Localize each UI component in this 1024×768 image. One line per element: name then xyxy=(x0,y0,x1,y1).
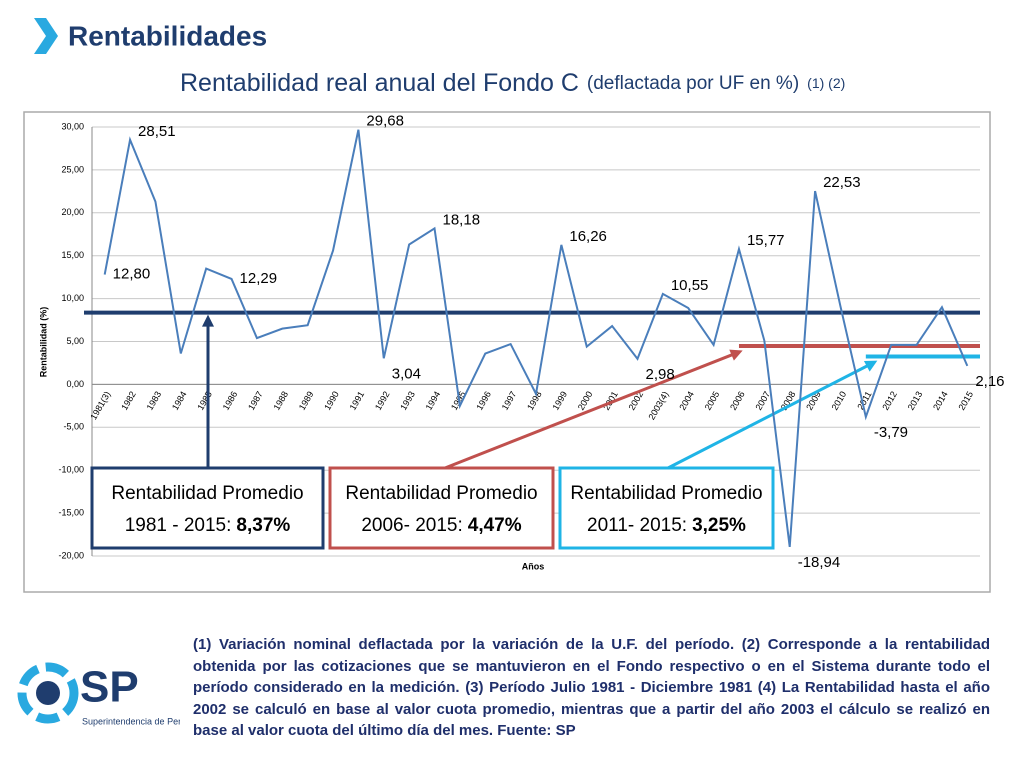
average-value: 3,25% xyxy=(692,515,746,536)
data-label: 22,53 xyxy=(823,174,861,191)
data-label: 15,77 xyxy=(747,232,785,249)
slide-title: Rentabilidades xyxy=(68,20,267,51)
y-tick-label: -5,00 xyxy=(63,422,84,432)
average-period: 1981 - 2015: xyxy=(125,515,232,536)
average-text: 1981 - 2015: 8,37% xyxy=(125,515,291,536)
y-axis-label: Rentabilidad (%) xyxy=(38,307,48,378)
average-box xyxy=(328,466,555,550)
arrow xyxy=(444,350,740,470)
average-box xyxy=(558,466,775,550)
y-tick-label: -15,00 xyxy=(58,507,84,517)
data-label: 28,51 xyxy=(138,123,176,140)
average-text: 2006- 2015: 4,47% xyxy=(361,515,521,536)
title-notes: (1) (2) xyxy=(807,75,845,91)
chart-title: Rentabilidad real anual del Fondo C (defl… xyxy=(180,69,845,97)
data-label: 29,68 xyxy=(366,113,404,130)
y-tick-label: 5,00 xyxy=(66,336,84,346)
logo: SP Superintendencia de Pensiones xyxy=(17,662,180,726)
arrow-head xyxy=(729,349,743,361)
data-label: 2,98 xyxy=(645,366,674,383)
x-axis-label: Años xyxy=(522,561,545,571)
data-label: 12,80 xyxy=(113,266,151,283)
logo-caption: Superintendencia de Pensiones xyxy=(82,716,180,726)
y-tick-label: 0,00 xyxy=(66,379,84,389)
data-label: 10,55 xyxy=(671,277,709,294)
logo-ring xyxy=(17,662,79,724)
logo-text: SP xyxy=(80,663,139,712)
average-value: 4,47% xyxy=(468,515,522,536)
y-tick-label: 30,00 xyxy=(61,121,84,131)
average-box xyxy=(90,466,325,550)
title-main: Rentabilidad real anual del Fondo C xyxy=(180,69,579,97)
y-tick-label: 25,00 xyxy=(61,164,84,174)
data-label: 2,16 xyxy=(975,373,1004,390)
title-sub: (deflactada por UF en %) xyxy=(587,73,799,94)
average-name: Rentabilidad Promedio xyxy=(570,483,762,504)
chevron-icon xyxy=(34,18,58,54)
average-name: Rentabilidad Promedio xyxy=(345,483,537,504)
average-period: 2011- 2015: xyxy=(587,515,687,536)
y-tick-label: -20,00 xyxy=(58,550,84,560)
arrow xyxy=(667,361,875,470)
y-tick-label: -10,00 xyxy=(58,465,84,475)
chart: Rentabilidades Rentabilidad real anual d… xyxy=(23,18,1005,593)
data-label: -3,79 xyxy=(874,424,908,441)
y-tick-label: 20,00 xyxy=(61,207,84,217)
footnote: (1) Variación nominal deflactada por la … xyxy=(193,636,990,739)
logo-center xyxy=(36,681,60,705)
data-label: 3,04 xyxy=(392,365,421,382)
data-label: -18,94 xyxy=(798,554,841,571)
y-tick-label: 15,00 xyxy=(61,250,84,260)
arrow-head xyxy=(202,314,214,327)
average-value: 8,37% xyxy=(236,515,290,536)
data-label: 12,29 xyxy=(240,270,278,287)
average-period: 2006- 2015: xyxy=(361,515,462,536)
average-text: 2011- 2015: 3,25% xyxy=(587,515,746,536)
data-label: 18,18 xyxy=(443,211,481,228)
data-label: 16,26 xyxy=(569,228,607,245)
arrow-head xyxy=(863,360,878,372)
data-line xyxy=(103,129,969,548)
average-name: Rentabilidad Promedio xyxy=(111,483,303,504)
y-tick-label: 10,00 xyxy=(61,293,84,303)
